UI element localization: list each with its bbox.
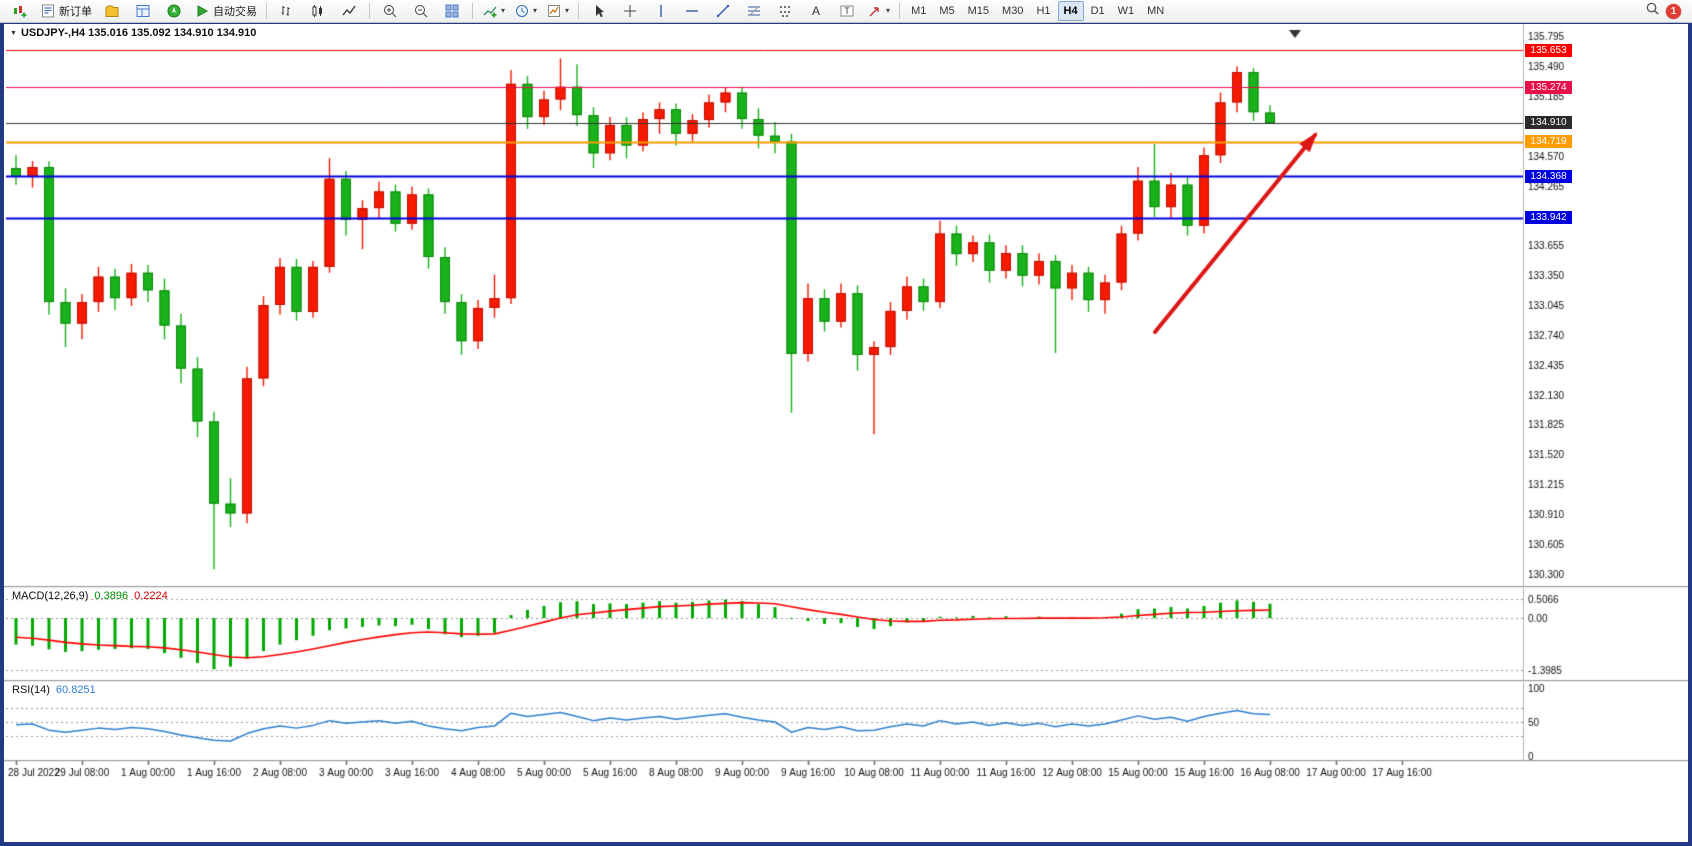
window-menu-icon[interactable]: ▼	[10, 29, 17, 37]
toolbar-separator	[899, 3, 901, 19]
timeframe-button-mn[interactable]: MN	[1147, 5, 1165, 17]
timeframe-button-m30[interactable]: M30	[1002, 5, 1024, 17]
text-tool-button[interactable]: A	[801, 0, 831, 22]
chevron-down-icon: ▾	[886, 6, 891, 15]
periods-button[interactable]: ▾	[510, 0, 541, 22]
new-chart-button[interactable]	[5, 0, 35, 22]
horizontal-line-tool-button[interactable]	[677, 0, 707, 22]
cursor-tool-button[interactable]	[584, 0, 614, 22]
chevron-down-icon: ▾	[533, 6, 538, 15]
price-badge: 135.653	[1525, 43, 1572, 57]
timeframe-button-h4[interactable]: H4	[1057, 1, 1084, 21]
price-badge: 134.719	[1525, 135, 1572, 149]
horizontal-line-icon	[684, 3, 700, 19]
toolbar-right-group: 1	[1645, 1, 1687, 21]
timeframe-button-h1[interactable]: H1	[1036, 5, 1051, 17]
bar-chart-icon	[279, 3, 295, 19]
chart-canvas[interactable]	[4, 24, 1688, 842]
crosshair-icon	[622, 3, 638, 19]
timeframe-group: M1 M5 M15 M30 H1 H4 D1 W1 MN	[905, 1, 1170, 21]
new-order-icon	[40, 3, 56, 19]
templates-button[interactable]: ▾	[542, 0, 573, 22]
new-order-label: 新订单	[59, 6, 92, 18]
vertical-line-icon	[653, 3, 669, 19]
auto-trading-button[interactable]: 自动交易	[190, 0, 261, 22]
toolbar-separator	[578, 3, 580, 19]
market-watch-button[interactable]	[128, 0, 158, 22]
chart-workspace: ▼ USDJPY-,H4 135.016 135.092 134.910 134…	[4, 24, 1688, 842]
candlestick-chart-icon	[310, 3, 326, 19]
text-label-icon: T	[839, 3, 855, 19]
shapes-icon	[777, 3, 793, 19]
market-watch-icon	[135, 3, 151, 19]
tile-windows-button[interactable]	[437, 0, 467, 22]
timeframe-button-m5[interactable]: M5	[939, 5, 955, 17]
macd-signal-value: 0.2224	[134, 590, 168, 602]
auto-trading-label: 自动交易	[213, 6, 257, 18]
indicators-button[interactable]: ▾	[478, 0, 509, 22]
svg-text:T: T	[844, 6, 850, 16]
arrows-tool-button[interactable]: ▾	[863, 0, 894, 22]
navigator-icon	[166, 3, 182, 19]
toolbar-separator	[472, 3, 473, 19]
line-chart-icon	[341, 3, 357, 19]
zoom-in-button[interactable]	[375, 0, 405, 22]
macd-indicator-label: MACD(12,26,9) 0.3896 0.2224	[12, 590, 168, 602]
shapes-tool-button[interactable]	[770, 0, 800, 22]
zoom-out-icon	[413, 3, 429, 19]
profiles-button[interactable]	[97, 0, 127, 22]
trendline-icon	[715, 3, 731, 19]
timeframe-button-d1[interactable]: D1	[1090, 5, 1105, 17]
timeframe-button-m1[interactable]: M1	[911, 5, 927, 17]
macd-main-value: 0.3896	[94, 590, 129, 602]
new-chart-icon	[12, 3, 28, 19]
indicators-icon	[482, 3, 498, 19]
search-button[interactable]	[1645, 1, 1660, 21]
svg-text:A: A	[812, 4, 820, 18]
line-chart-button[interactable]	[334, 0, 364, 22]
price-badge: 134.368	[1525, 169, 1572, 183]
notification-badge[interactable]: 1	[1666, 3, 1681, 19]
zoom-out-button[interactable]	[406, 0, 436, 22]
fibonacci-tool-button[interactable]	[739, 0, 769, 22]
toolbar-separator	[369, 3, 370, 19]
bar-chart-button[interactable]	[272, 0, 302, 22]
macd-name: MACD(12,26,9)	[12, 590, 89, 602]
main-toolbar: 新订单 自动交易 ▾ ▾ ▾	[0, 0, 1692, 23]
timeframe-button-m15[interactable]: M15	[967, 5, 990, 17]
clock-icon	[514, 3, 530, 19]
toolbar-separator	[266, 3, 267, 19]
rsi-name: RSI(14)	[12, 684, 50, 696]
zoom-in-icon	[382, 3, 398, 19]
navigator-button[interactable]	[159, 0, 189, 22]
candlestick-chart-button[interactable]	[303, 0, 333, 22]
chart-title-text: USDJPY-,H4 135.016 135.092 134.910 134.9…	[20, 27, 257, 39]
timeframe-button-w1[interactable]: W1	[1117, 5, 1135, 17]
crosshair-tool-button[interactable]	[615, 0, 645, 22]
trendline-tool-button[interactable]	[708, 0, 738, 22]
fibonacci-icon	[746, 3, 762, 19]
price-badge: 134.910	[1525, 116, 1572, 130]
auto-trading-icon	[194, 3, 210, 19]
text-icon: A	[808, 3, 824, 19]
profiles-icon	[104, 3, 120, 19]
chart-window-title: ▼ USDJPY-,H4 135.016 135.092 134.910 134…	[10, 27, 256, 39]
vertical-line-tool-button[interactable]	[646, 0, 676, 22]
rsi-indicator-label: RSI(14) 60.8251	[12, 684, 96, 696]
arrow-icon	[867, 3, 883, 19]
price-badge: 135.274	[1525, 80, 1572, 94]
cursor-icon	[591, 3, 607, 19]
rsi-value: 60.8251	[55, 684, 96, 696]
text-label-tool-button[interactable]: T	[832, 0, 862, 22]
chevron-down-icon: ▾	[565, 6, 570, 15]
tile-windows-icon	[444, 3, 460, 19]
price-badge: 133.942	[1525, 211, 1572, 225]
new-order-button[interactable]: 新订单	[36, 0, 96, 22]
chevron-down-icon: ▾	[501, 6, 506, 15]
template-icon	[546, 3, 562, 19]
